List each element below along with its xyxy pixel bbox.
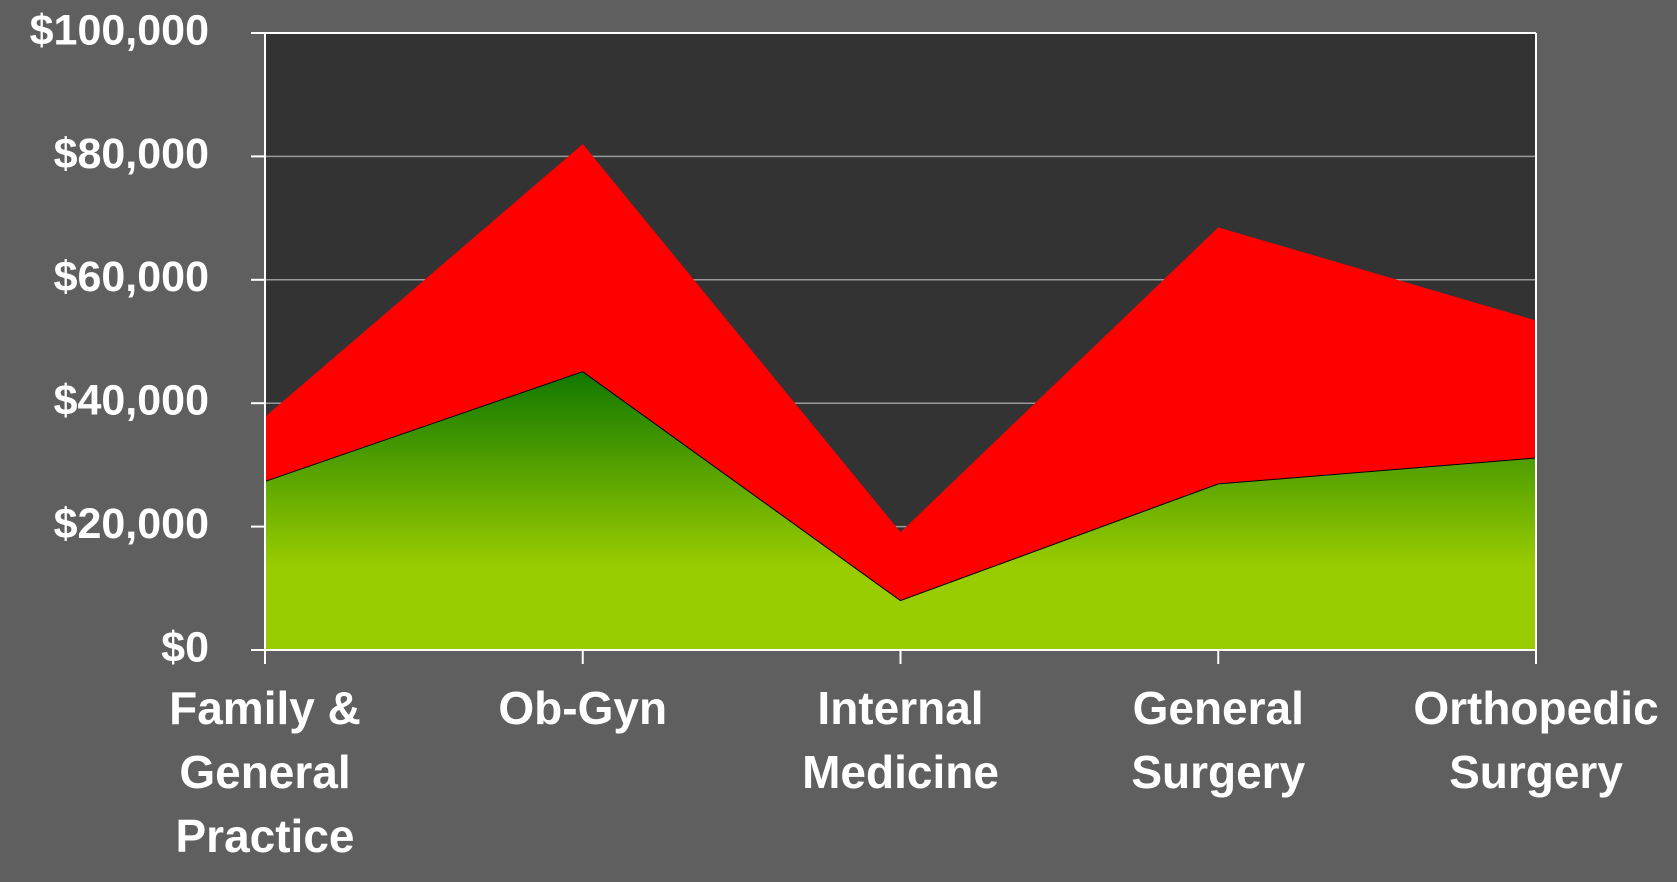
y-tick-label: $100,000 (30, 6, 209, 54)
x-tick-label: Family & General Practice (169, 682, 361, 862)
y-tick-label: $60,000 (54, 253, 209, 301)
y-tick-label: $0 (161, 623, 209, 671)
x-tick-label: Ob-Gyn (498, 682, 668, 734)
x-tick-label: Orthopedic Surgery (1413, 682, 1659, 798)
x-tick-label: General Surgery (1131, 682, 1306, 798)
y-tick-label: $20,000 (54, 500, 209, 548)
y-tick-label: $40,000 (54, 377, 209, 425)
area (265, 144, 1536, 601)
y-tick-label: $80,000 (54, 130, 209, 178)
x-tick-label: Internal Medicine (802, 682, 999, 798)
